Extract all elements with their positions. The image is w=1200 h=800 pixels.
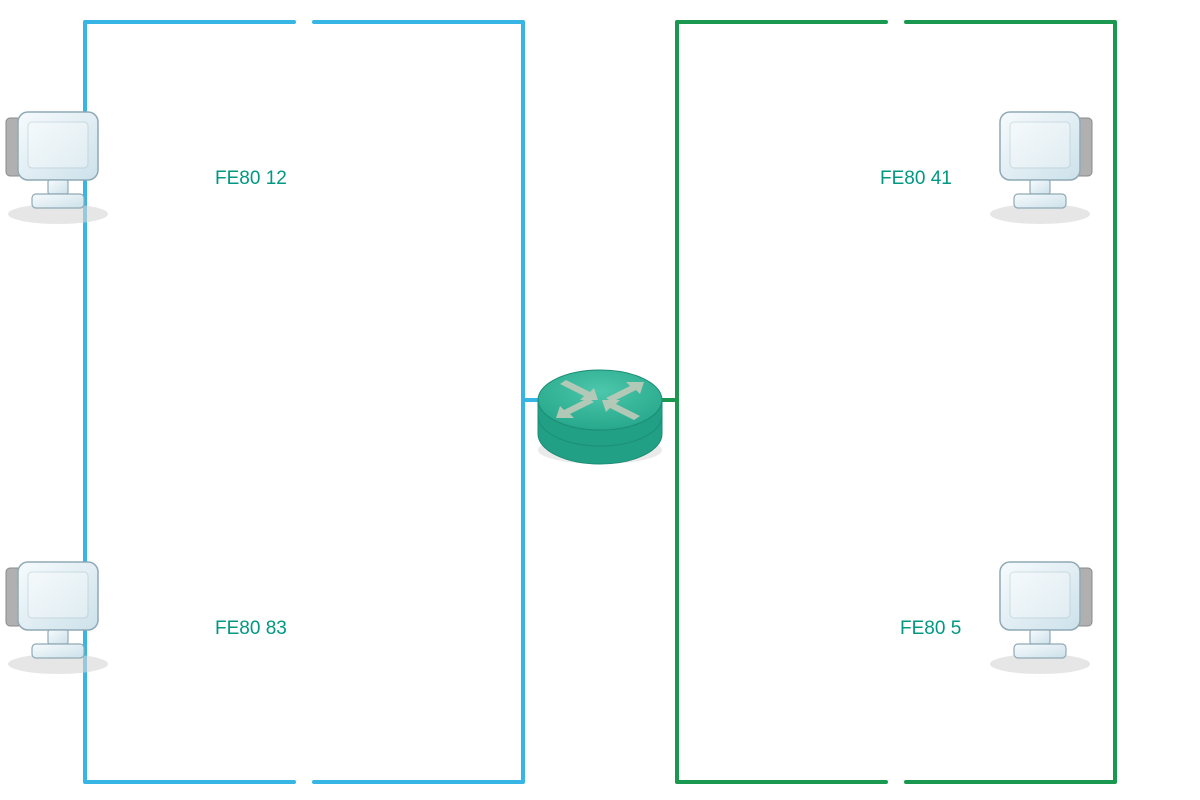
pc-icon — [6, 562, 108, 674]
router-icon — [538, 370, 662, 464]
diagram-canvas — [0, 0, 1200, 800]
pc-icon — [990, 112, 1092, 224]
pc-icon — [990, 562, 1092, 674]
node-label: FE80 83 — [215, 618, 287, 640]
node-label: FE80 5 — [900, 618, 961, 640]
pc-icon — [6, 112, 108, 224]
frame-left-half — [85, 22, 294, 782]
node-label: FE80 41 — [880, 168, 952, 190]
frame-left-half — [677, 22, 886, 782]
frame-right-half — [314, 22, 523, 782]
node-label: FE80 12 — [215, 168, 287, 190]
